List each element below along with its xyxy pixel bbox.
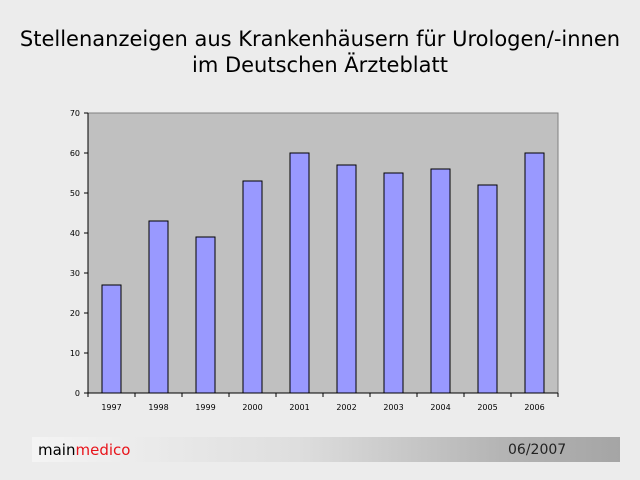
brand-main: main [38,441,76,459]
brand-logo: mainmedico [38,441,130,459]
x-tick-label: 2002 [336,403,356,412]
bar [336,164,357,394]
bar-chart: 0 10 20 30 40 50 60 70 1997 1998 1999 2000 2001 2002 2… [70,109,559,412]
brand-medico: medico [75,441,131,459]
y-tick-label: 20 [70,309,80,318]
y-tick-label: 30 [70,269,80,278]
bar [524,152,545,394]
bar [242,180,263,394]
bar [148,220,169,394]
x-tick-label: 2003 [383,403,403,412]
x-tick-label: 1999 [195,403,215,412]
x-tick-label: 2000 [242,403,262,412]
y-tick-label: 0 [75,389,80,398]
y-tick-label: 60 [70,149,80,158]
x-tick-label: 2001 [289,403,309,412]
bar [430,168,451,394]
page-title: Stellenanzeigen aus Krankenhäusern für U… [0,26,640,78]
y-tick-label: 10 [70,349,80,358]
bar [195,236,216,394]
y-tick-label: 40 [70,229,80,238]
title-line-1: Stellenanzeigen aus Krankenhäusern für U… [19,27,621,51]
x-tick-label: 1997 [101,403,121,412]
x-tick-label: 2006 [524,403,544,412]
footer-date: 06/2007 [508,442,567,458]
x-tick-label: 2005 [477,403,497,412]
x-tick-label: 2004 [430,403,450,412]
bar [477,184,498,394]
x-tick-label: 1998 [148,403,168,412]
bar [289,152,310,394]
bar [101,284,122,394]
footer-bar [32,437,620,462]
title-line-2: im Deutschen Ärzteblatt [192,53,448,77]
y-tick-label: 70 [70,109,80,118]
y-tick-label: 50 [70,189,80,198]
bar [383,172,404,394]
